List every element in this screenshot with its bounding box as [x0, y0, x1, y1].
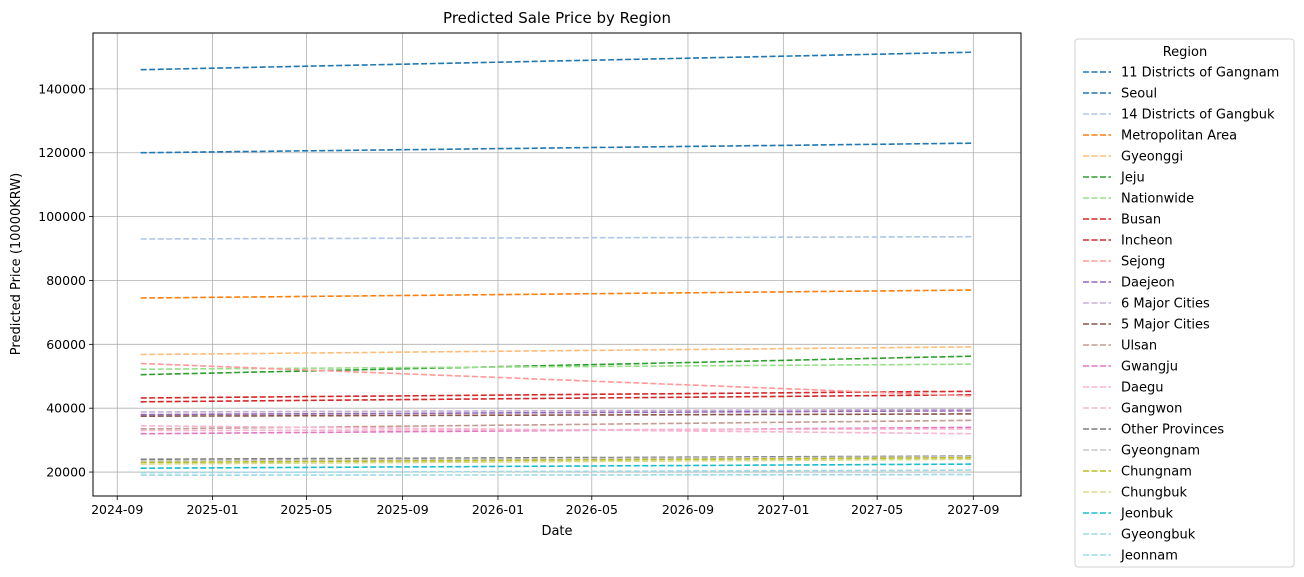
series-line-18	[140, 455, 974, 462]
legend-items: 11 Districts of Gangnam Seoul 14 Districts…	[1083, 66, 1279, 564]
legend-title: Region	[1163, 45, 1208, 60]
y-tick-label: 120000	[38, 145, 86, 160]
legend-label: Seoul	[1121, 87, 1157, 102]
series-line-2	[140, 235, 974, 240]
legend-label: Metropolitan Area	[1121, 129, 1237, 144]
legend-label: 5 Major Cities	[1121, 318, 1210, 333]
series-line-3	[140, 289, 974, 299]
plot-frame	[92, 32, 1022, 497]
legend-label: Ulsan	[1121, 339, 1157, 354]
series-line-19	[140, 456, 974, 464]
legend-label: Gyeonggi	[1121, 150, 1183, 165]
legend-label: 11 Districts of Gangnam	[1121, 66, 1279, 81]
legend-label: Other Provinces	[1121, 423, 1224, 438]
x-tick-label: 2024-09	[91, 502, 143, 517]
y-axis-ticks: 20000 40000 60000 80000 100000 120000 140000	[38, 81, 93, 480]
series-line-12	[140, 413, 974, 418]
y-tick-label: 20000	[46, 465, 86, 480]
series-line-7	[140, 390, 974, 399]
y-tick-label: 80000	[46, 273, 86, 288]
x-tick-label: 2026-05	[566, 502, 618, 517]
x-tick-label: 2026-01	[472, 502, 524, 517]
legend-label: Nationwide	[1121, 192, 1194, 207]
legend-label: Gangwon	[1121, 402, 1182, 417]
legend-label: Gwangju	[1121, 360, 1178, 375]
x-tick-label: 2025-05	[280, 502, 332, 517]
legend-label: Jeonbuk	[1120, 507, 1174, 522]
legend-label: Gyeongnam	[1121, 444, 1200, 459]
x-tick-label: 2027-05	[851, 502, 903, 517]
legend-label: Daejeon	[1121, 276, 1175, 291]
series-line-21	[140, 463, 974, 470]
legend-label: Chungbuk	[1121, 486, 1188, 501]
legend-label: Jeju	[1120, 171, 1145, 186]
legend-label: Incheon	[1121, 234, 1173, 249]
x-tick-label: 2027-09	[947, 502, 999, 517]
x-axis-ticks: 2024-09 2025-01 2025-05 2025-09 2026-01 2026-…	[91, 496, 999, 517]
legend-label: Sejong	[1121, 255, 1165, 270]
x-tick-label: 2025-01	[186, 502, 238, 517]
legend: Region 11 Districts of Gangnam Seoul 14 Di…	[1074, 38, 1295, 568]
legend-label: 6 Major Cities	[1121, 297, 1210, 312]
series-lines	[140, 51, 974, 477]
legend-label: Gyeongbuk	[1121, 528, 1196, 543]
x-tick-label: 2025-09	[376, 502, 428, 517]
series-line-9	[140, 362, 974, 397]
legend-box	[1074, 38, 1295, 568]
series-line-8	[140, 394, 974, 403]
legend-label: Daegu	[1121, 381, 1163, 396]
y-tick-label: 140000	[38, 81, 86, 96]
series-line-20	[140, 458, 974, 465]
x-tick-label: 2027-01	[757, 502, 809, 517]
legend-label: Busan	[1121, 213, 1161, 228]
series-line-0	[140, 51, 974, 71]
series-line-15	[140, 425, 974, 435]
legend-label: Jeonnam	[1120, 549, 1178, 564]
legend-label: 14 Districts of Gangbuk	[1121, 108, 1275, 123]
x-tick-label: 2026-09	[662, 502, 714, 517]
series-line-11	[140, 408, 974, 413]
series-line-23	[140, 473, 974, 477]
chart-title: Predicted Sale Price by Region	[443, 9, 671, 27]
series-line-10	[140, 409, 974, 416]
y-tick-label: 100000	[38, 209, 86, 224]
y-tick-label: 60000	[46, 337, 86, 352]
y-tick-label: 40000	[46, 401, 86, 416]
series-line-16	[140, 428, 974, 432]
series-line-22	[140, 469, 974, 474]
series-line-1	[140, 142, 974, 154]
legend-label: Chungnam	[1121, 465, 1192, 480]
y-axis-label: Predicted Price (10000KRW)	[9, 173, 24, 355]
series-line-5	[140, 355, 974, 376]
gridlines	[93, 33, 1021, 496]
x-axis-label: Date	[541, 524, 572, 539]
series-line-4	[140, 346, 974, 356]
series-line-14	[140, 426, 974, 435]
